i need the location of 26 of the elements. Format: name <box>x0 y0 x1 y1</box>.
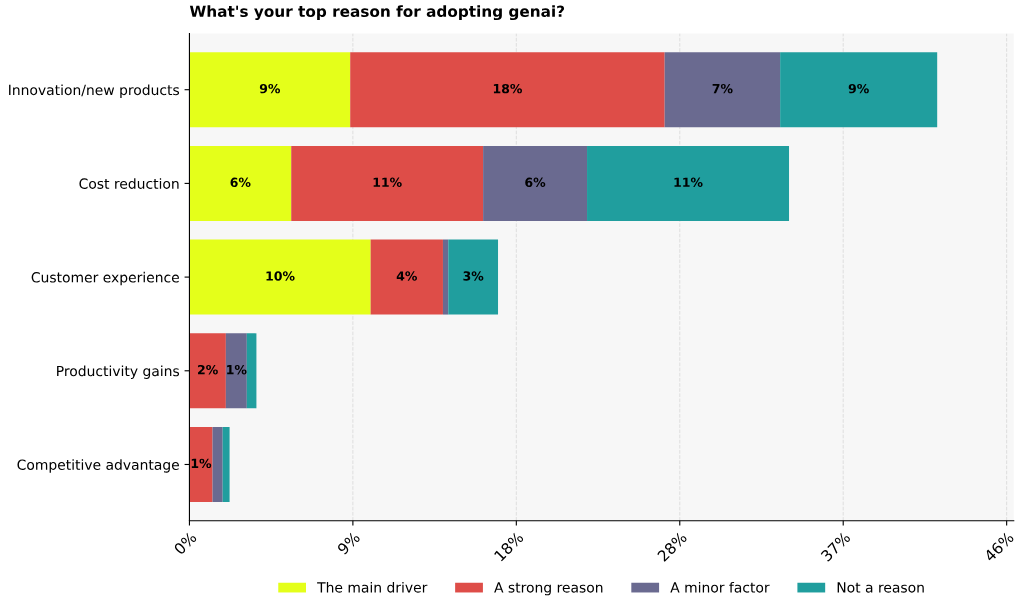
y-tick-label: Cost reduction <box>79 178 179 189</box>
data-label: 10% <box>266 271 295 281</box>
x-tick-label: 9% <box>336 531 361 556</box>
legend-label: Not a reason <box>837 582 924 593</box>
data-label: 9% <box>259 83 281 94</box>
data-label: 2% <box>198 364 218 375</box>
data-label: 7% <box>712 83 733 94</box>
data-label: 4% <box>396 271 418 281</box>
data-label: 6% <box>230 177 251 188</box>
chart-title: What's your top reason for adopting genai? <box>189 5 565 21</box>
legend-label: A strong reason <box>494 582 603 596</box>
y-tick-label: Competitive advantage <box>17 459 179 473</box>
data-label: 11% <box>373 177 402 188</box>
data-label: 1% <box>191 458 212 469</box>
legend-label: The main driver <box>317 581 428 593</box>
y-tick-label: Innovation/new products <box>9 84 180 98</box>
y-tick-label: Customer experience <box>31 271 179 286</box>
y-tick-label: Productivity gains <box>57 365 180 379</box>
data-label: 9% <box>848 83 869 94</box>
data-label: 3% <box>463 271 484 281</box>
data-label: 1% <box>227 364 247 375</box>
x-tick-label: 0% <box>173 531 198 556</box>
data-label: 18% <box>493 83 522 94</box>
legend-label: A minor factor <box>670 581 770 593</box>
data-label: 11% <box>674 177 703 188</box>
data-label: 6% <box>525 177 546 188</box>
